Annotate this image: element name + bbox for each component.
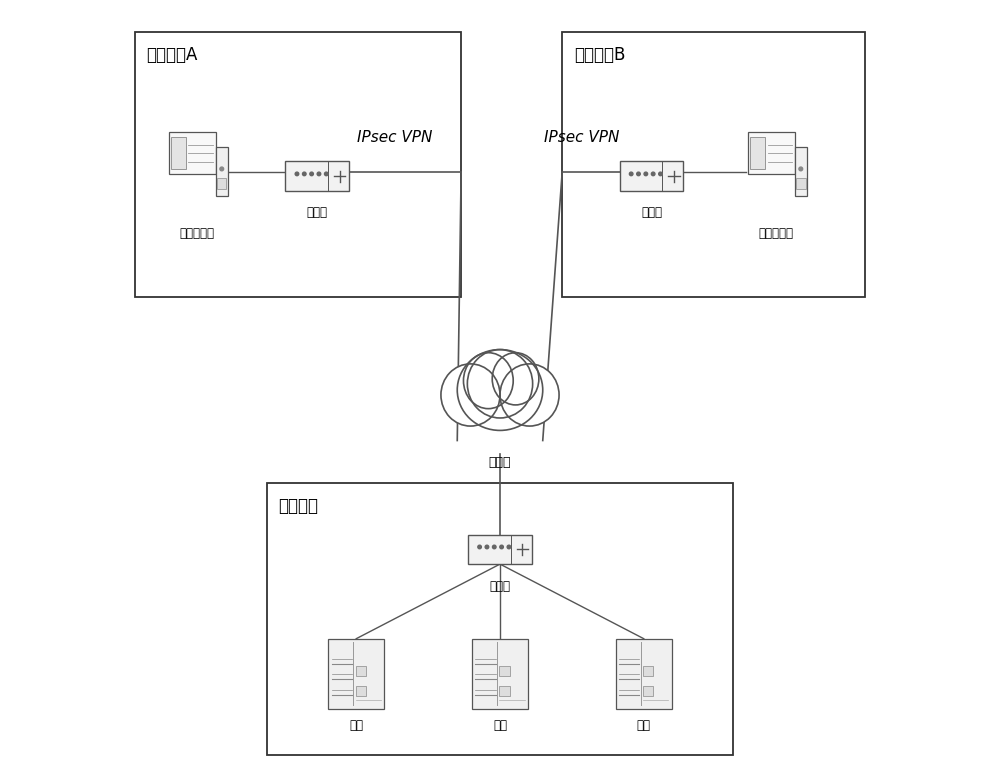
Bar <box>620 161 683 191</box>
Text: 主机: 主机 <box>349 718 363 732</box>
Bar <box>499 686 510 696</box>
Bar <box>356 666 366 676</box>
Text: 数据中心B: 数据中心B <box>574 47 625 65</box>
Circle shape <box>799 167 803 171</box>
Circle shape <box>492 545 496 549</box>
Bar <box>472 639 528 709</box>
Text: 应用服务器: 应用服务器 <box>758 227 793 239</box>
Circle shape <box>303 172 306 176</box>
Ellipse shape <box>500 364 559 426</box>
Text: 应用服务器: 应用服务器 <box>179 227 214 239</box>
Circle shape <box>644 172 648 176</box>
Bar <box>468 534 532 564</box>
Bar <box>285 161 349 191</box>
Bar <box>135 33 461 296</box>
Text: 分支机构: 分支机构 <box>278 498 318 516</box>
Text: IPsec VPN: IPsec VPN <box>544 130 619 145</box>
Bar <box>267 484 733 755</box>
Text: IPsec VPN: IPsec VPN <box>357 130 433 145</box>
Bar <box>356 686 366 696</box>
Bar <box>562 33 865 296</box>
Ellipse shape <box>467 349 533 418</box>
Text: 主机: 主机 <box>637 718 651 732</box>
Circle shape <box>651 172 655 176</box>
Circle shape <box>295 172 299 176</box>
Ellipse shape <box>457 349 543 431</box>
Circle shape <box>317 172 321 176</box>
Bar <box>795 147 807 196</box>
Circle shape <box>220 167 224 171</box>
Bar <box>169 132 216 174</box>
Ellipse shape <box>463 353 513 409</box>
Bar <box>217 178 226 189</box>
Bar <box>616 639 672 709</box>
Bar <box>499 666 510 676</box>
Bar <box>796 178 806 189</box>
Text: 路由器: 路由器 <box>489 580 510 594</box>
Circle shape <box>485 545 489 549</box>
Text: 路由器: 路由器 <box>641 206 662 219</box>
Ellipse shape <box>492 353 539 405</box>
Circle shape <box>324 172 328 176</box>
Circle shape <box>659 172 662 176</box>
Circle shape <box>637 172 640 176</box>
Text: 主机: 主机 <box>493 718 507 732</box>
Bar <box>748 132 795 174</box>
Text: 路由器: 路由器 <box>307 206 328 219</box>
Circle shape <box>500 545 503 549</box>
Text: 互联网: 互联网 <box>489 456 511 469</box>
Bar <box>750 137 765 169</box>
Circle shape <box>629 172 633 176</box>
Circle shape <box>478 545 481 549</box>
Bar <box>216 147 228 196</box>
Bar <box>171 137 186 169</box>
Bar <box>643 686 653 696</box>
Circle shape <box>507 545 511 549</box>
Circle shape <box>310 172 313 176</box>
Ellipse shape <box>441 364 500 426</box>
Bar <box>643 666 653 676</box>
Bar <box>328 639 384 709</box>
Text: 数据中心A: 数据中心A <box>146 47 198 65</box>
